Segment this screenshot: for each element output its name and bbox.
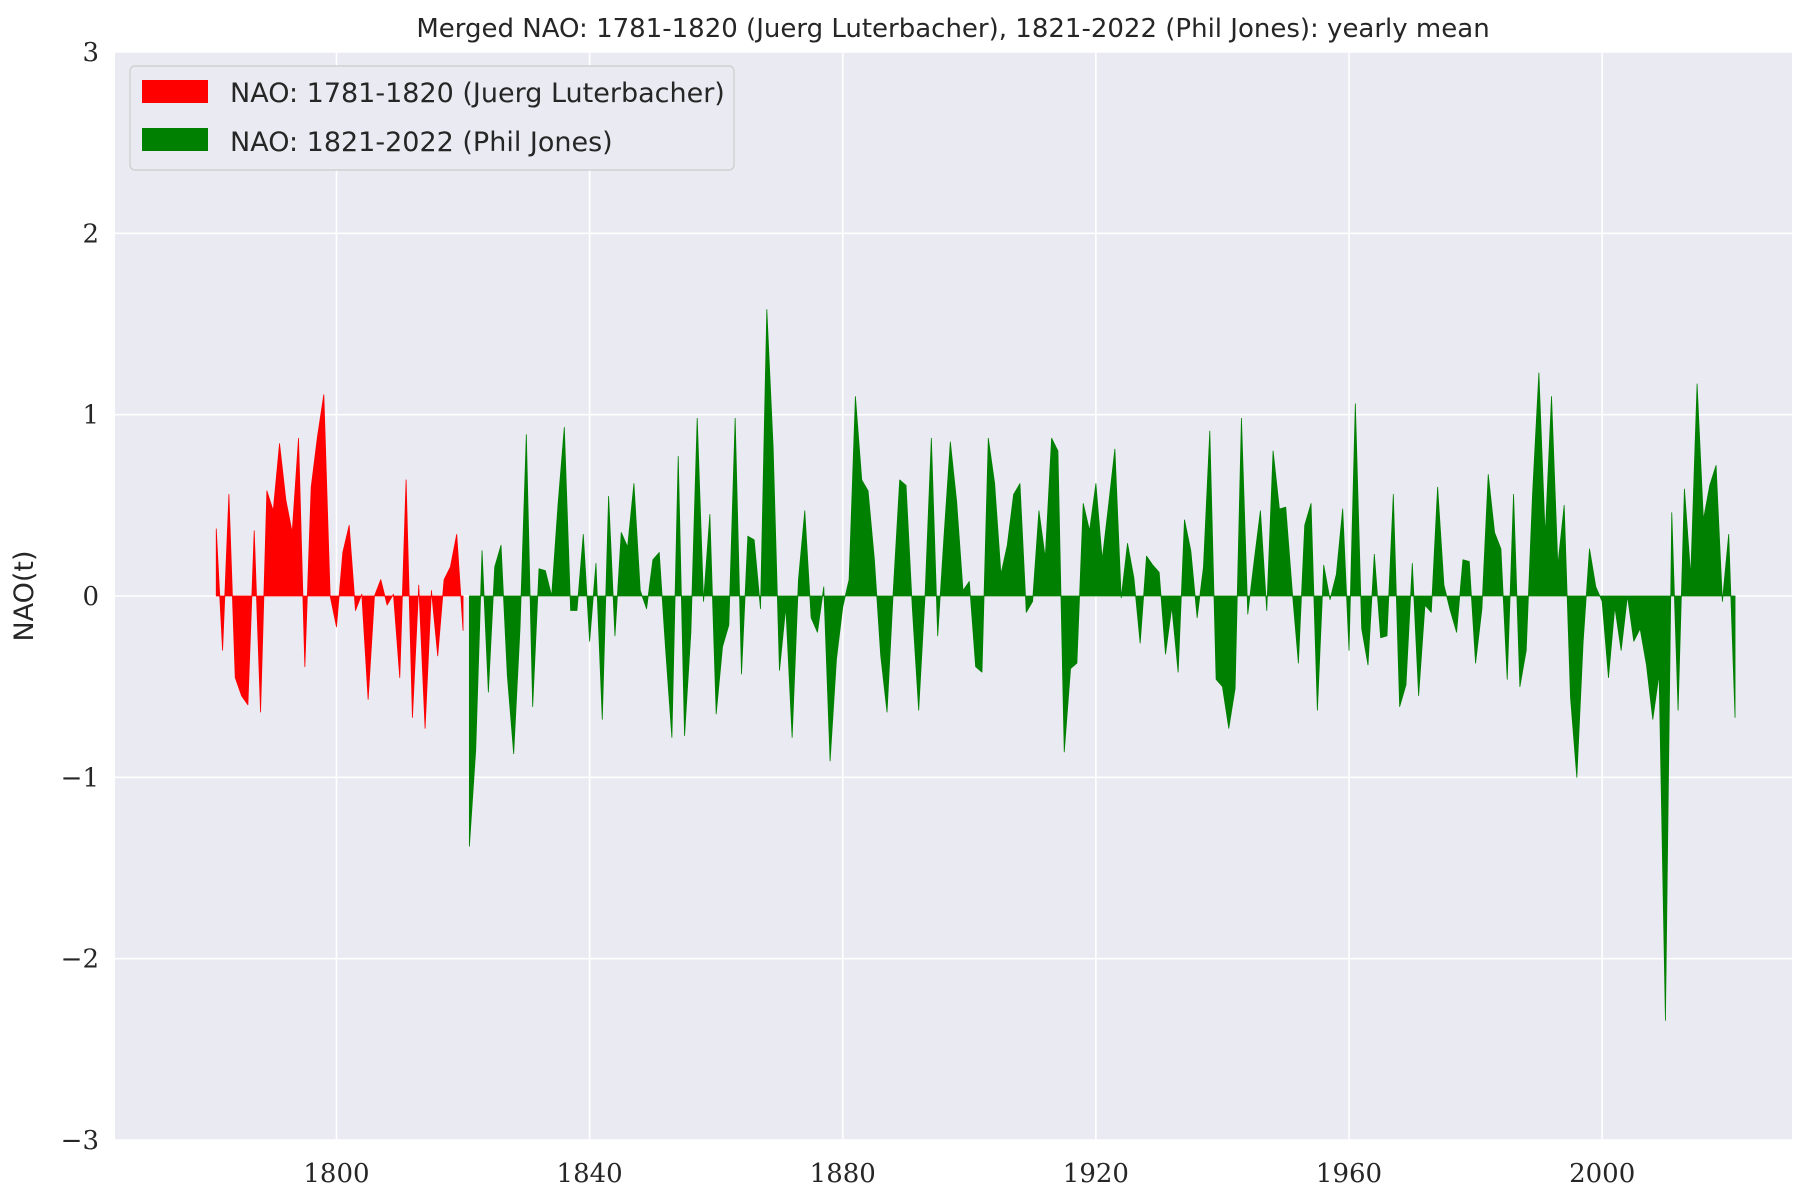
legend-label-jones: NAO: 1821-2022 (Phil Jones) [230,127,613,158]
legend-swatch-luterbacher [142,80,208,103]
y-axis-title: NAO(t) [9,550,40,641]
y-tick-label: 1 [82,401,99,431]
legend-label-luterbacher: NAO: 1781-1820 (Juerg Luterbacher) [230,78,725,109]
x-tick-label: 1960 [1316,1159,1382,1189]
x-tick-label: 2000 [1569,1159,1635,1189]
chart-title: Merged NAO: 1781-1820 (Juerg Luterbacher… [416,14,1489,44]
y-tick-label: −2 [61,945,99,975]
legend-swatch-jones [142,128,208,151]
series-areas [215,309,1736,1021]
x-tick-label: 1880 [810,1159,876,1189]
x-tick-label: 1840 [557,1159,623,1189]
legend-frame [129,65,735,171]
y-tick-label: 2 [82,219,99,249]
x-tick-labels: 1800 1840 1880 1920 1960 2000 [303,1159,1635,1189]
y-tick-label: 3 [82,38,99,68]
legend: NAO: 1781-1820 (Juerg Luterbacher) NAO: … [129,65,735,171]
y-tick-label: −1 [61,763,99,793]
series-area-luterbacher [215,394,464,729]
y-tick-label: 0 [82,582,99,612]
x-tick-label: 1920 [1063,1159,1129,1189]
x-tick-label: 1800 [303,1159,369,1189]
y-tick-labels: −3 −2 −1 0 1 2 3 [61,38,99,1156]
series-area-jones [468,309,1736,1021]
y-tick-label: −3 [61,1126,99,1156]
